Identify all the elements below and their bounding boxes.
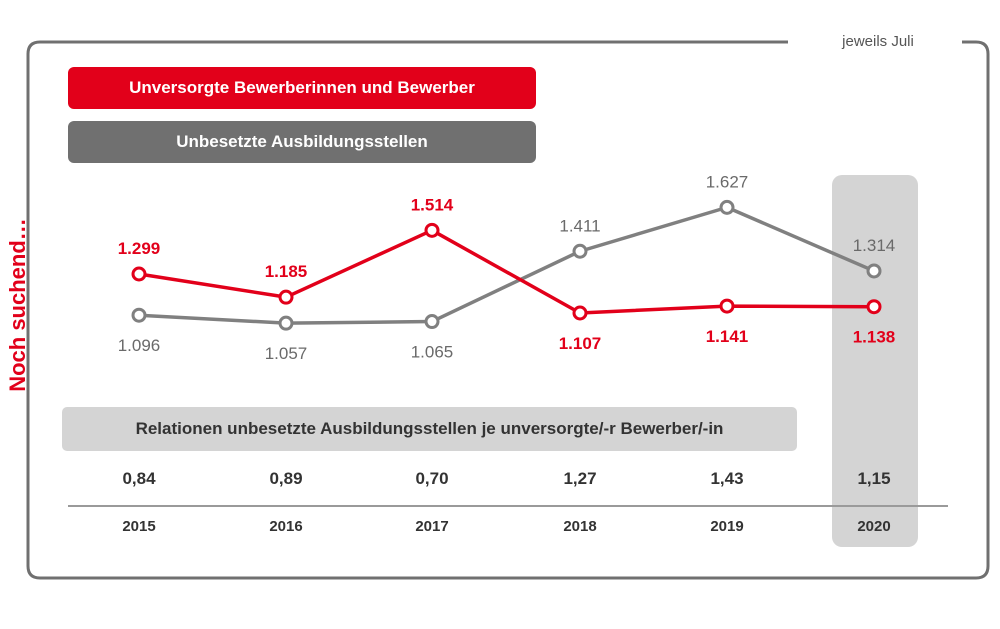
- highlight-2020-column: [832, 175, 918, 547]
- chart-frame: [26, 40, 990, 580]
- relation-value-2017: 0,70: [415, 469, 448, 488]
- note-jeweils-juli: jeweils Juli: [818, 33, 938, 50]
- relation-value-2019: 1,43: [710, 469, 743, 488]
- relation-value-2018: 1,27: [563, 469, 596, 488]
- point-unbesetzte-2015: [131, 307, 147, 323]
- data-label-unversorgte-2018: 1.107: [559, 334, 602, 353]
- point-unversorgte-2020: [866, 299, 882, 315]
- point-unbesetzte-2020: [866, 263, 882, 279]
- relation-value-2015: 0,84: [122, 469, 156, 488]
- data-label-unbesetzte-2017: 1.065: [411, 343, 454, 362]
- legend-unversorgte-bewerber: Unversorgte Bewerberinnen und Bewerber: [68, 67, 536, 109]
- data-label-unbesetzte-2015: 1.096: [118, 336, 161, 355]
- point-unbesetzte-2017: [424, 314, 440, 330]
- point-unversorgte-2015: [131, 266, 147, 282]
- point-unversorgte-2017: [424, 222, 440, 238]
- point-unbesetzte-2018: [572, 243, 588, 259]
- series-line-unbesetzte: [138, 205, 875, 325]
- data-label-unversorgte-2019: 1.141: [706, 327, 749, 346]
- year-label-2017: 2017: [415, 518, 448, 535]
- point-unbesetzte-2019: [719, 199, 735, 215]
- data-label-unbesetzte-2020: 1.314: [853, 236, 896, 255]
- data-label-unversorgte-2020: 1.138: [853, 328, 896, 347]
- relations-title: Relationen unbesetzte Ausbildungsstellen…: [62, 407, 797, 451]
- year-label-2015: 2015: [122, 518, 155, 535]
- data-label-unbesetzte-2019: 1.627: [706, 172, 749, 191]
- point-unversorgte-2016: [278, 289, 294, 305]
- legend-unbesetzte-stellen: Unbesetzte Ausbildungsstellen: [68, 121, 536, 163]
- data-label-unbesetzte-2018: 1.411: [559, 216, 600, 235]
- point-unversorgte-2019: [719, 298, 735, 314]
- relation-value-2020: 1,15: [857, 469, 890, 488]
- year-label-2020: 2020: [857, 518, 890, 535]
- relation-value-2016: 0,89: [269, 469, 302, 488]
- year-label-2019: 2019: [710, 518, 743, 535]
- data-label-unversorgte-2016: 1.185: [265, 262, 308, 281]
- series-line-unversorgte: [138, 228, 875, 315]
- data-label-unbesetzte-2016: 1.057: [265, 344, 308, 363]
- year-label-2016: 2016: [269, 518, 302, 535]
- side-title: Noch suchend…: [5, 218, 30, 392]
- data-label-unversorgte-2017: 1.514: [411, 195, 454, 214]
- point-unbesetzte-2016: [278, 315, 294, 331]
- point-unversorgte-2018: [572, 305, 588, 321]
- data-label-unversorgte-2015: 1.299: [118, 239, 161, 258]
- year-label-2018: 2018: [563, 518, 596, 535]
